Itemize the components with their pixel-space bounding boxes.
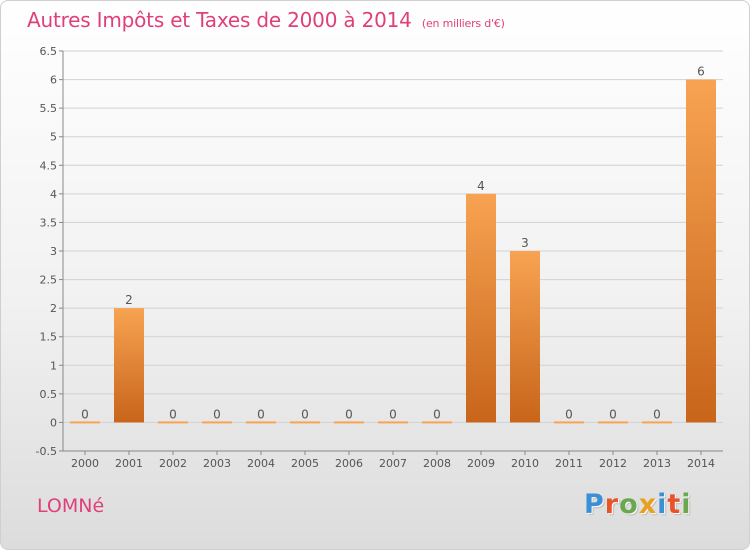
chart-subtitle: (en milliers d'€)	[421, 17, 505, 30]
y-tick-label: 2	[50, 302, 57, 315]
bar	[510, 251, 540, 423]
data-label: 0	[609, 407, 617, 421]
y-tick-label: 1.5	[40, 331, 58, 344]
x-tick-label: 2012	[599, 457, 627, 470]
data-label: 0	[653, 407, 661, 421]
y-tick-label: 5.5	[40, 102, 58, 115]
y-tick-label: 4.5	[40, 159, 58, 172]
commune-name: LOMNé	[37, 495, 105, 517]
logo-letter: t	[667, 489, 682, 520]
y-tick-label: -0.5	[36, 445, 57, 458]
x-tick-label: 2005	[291, 457, 319, 470]
data-label: 3	[521, 236, 529, 250]
x-tick-label: 2013	[643, 457, 671, 470]
grid-lines	[63, 50, 723, 452]
data-label: 2	[125, 293, 133, 307]
bar	[686, 79, 716, 423]
bar	[246, 421, 276, 424]
data-label: 0	[213, 407, 221, 421]
logo-letter: x	[638, 489, 658, 520]
y-tick-label: 1	[50, 359, 57, 372]
data-label: 0	[565, 407, 573, 421]
data-label: 4	[477, 179, 485, 193]
y-tick-label: 2.5	[40, 274, 58, 287]
y-tick-label: 0	[50, 416, 57, 429]
bar	[158, 421, 188, 424]
y-tick-label: 6.5	[40, 45, 58, 58]
x-tick-label: 2008	[423, 457, 451, 470]
bar	[598, 421, 628, 424]
logo-letter: o	[619, 489, 639, 520]
data-label: 0	[345, 407, 353, 421]
chart-title: Autres Impôts et Taxes de 2000 à 2014 (e…	[27, 8, 505, 32]
x-tick-label: 2003	[203, 457, 231, 470]
x-tick-label: 2001	[115, 457, 143, 470]
data-label: 0	[169, 407, 177, 421]
x-tick-label: 2006	[335, 457, 363, 470]
data-label: 0	[433, 407, 441, 421]
x-tick-label: 2011	[555, 457, 583, 470]
proxiti-logo[interactable]: Proxiti	[584, 489, 692, 520]
bar	[70, 421, 100, 424]
logo-letter: i	[657, 489, 668, 520]
x-tick-label: 2010	[511, 457, 539, 470]
axes	[59, 50, 723, 455]
x-tick-label: 2009	[467, 457, 495, 470]
data-label: 0	[81, 407, 89, 421]
y-tick-label: 5	[50, 131, 57, 144]
logo-letter: P	[584, 489, 605, 520]
x-tick-labels: 2000 2001 2002 2003 2004 2005 2006 2007 2008 2009…	[71, 457, 715, 470]
bar	[422, 421, 452, 424]
y-tick-label: 4	[50, 188, 57, 201]
bar	[378, 421, 408, 424]
data-label: 0	[257, 407, 265, 421]
x-tick-label: 2000	[71, 457, 99, 470]
data-label: 0	[301, 407, 309, 421]
y-tick-labels: -0.5 0 0.5 1 1.5 2 2.5 3 3.5 4 4.5 5 5.5 6 6.5	[36, 45, 57, 458]
logo-letter: r	[604, 489, 620, 520]
bar	[202, 421, 232, 424]
bar	[334, 421, 364, 424]
logo-letter: i	[681, 489, 692, 520]
y-tick-label: 0.5	[40, 388, 58, 401]
x-tick-label: 2002	[159, 457, 187, 470]
y-tick-label: 3	[50, 245, 57, 258]
data-label: 0	[389, 407, 397, 421]
y-tick-label: 6	[50, 74, 57, 87]
data-label: 6	[697, 65, 705, 79]
data-labels: 0 2 0 0 0 0 0 0 0 4 3 0 0 0 6	[81, 65, 705, 422]
bar	[554, 421, 584, 424]
chart-title-text: Autres Impôts et Taxes de 2000 à 2014	[27, 8, 412, 32]
bar	[114, 308, 144, 423]
bar	[642, 421, 672, 424]
bars	[70, 79, 716, 424]
bar	[290, 421, 320, 424]
bar	[466, 193, 496, 423]
y-tick-label: 3.5	[40, 216, 58, 229]
x-tick-label: 2007	[379, 457, 407, 470]
x-tick-label: 2014	[687, 457, 715, 470]
x-tick-label: 2004	[247, 457, 275, 470]
